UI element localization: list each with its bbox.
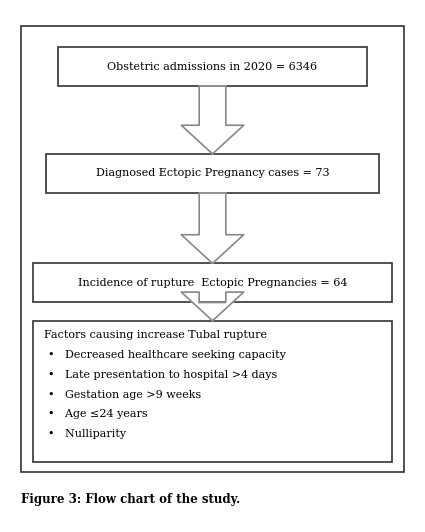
Polygon shape bbox=[181, 193, 244, 263]
Text: •   Age ≤24 years: • Age ≤24 years bbox=[48, 410, 147, 419]
Text: Incidence of rupture  Ectopic Pregnancies = 64: Incidence of rupture Ectopic Pregnancies… bbox=[78, 278, 347, 288]
Text: •   Late presentation to hospital >4 days: • Late presentation to hospital >4 days bbox=[48, 370, 277, 380]
Polygon shape bbox=[181, 292, 244, 321]
Bar bbox=[58, 47, 367, 86]
Text: Diagnosed Ectopic Pregnancy cases = 73: Diagnosed Ectopic Pregnancy cases = 73 bbox=[96, 169, 329, 178]
Bar bbox=[34, 321, 391, 462]
Bar bbox=[34, 263, 391, 303]
Bar bbox=[46, 154, 379, 193]
Text: Obstetric admissions in 2020 = 6346: Obstetric admissions in 2020 = 6346 bbox=[108, 62, 317, 72]
Text: Factors causing increase Tubal rupture: Factors causing increase Tubal rupture bbox=[44, 330, 267, 340]
Text: •   Decreased healthcare seeking capacity: • Decreased healthcare seeking capacity bbox=[48, 350, 286, 360]
Bar bbox=[21, 26, 404, 472]
Polygon shape bbox=[181, 86, 244, 154]
Text: •   Gestation age >9 weeks: • Gestation age >9 weeks bbox=[48, 389, 201, 400]
Text: •   Nulliparity: • Nulliparity bbox=[48, 429, 126, 439]
Text: Figure 3: Flow chart of the study.: Figure 3: Flow chart of the study. bbox=[21, 493, 240, 506]
